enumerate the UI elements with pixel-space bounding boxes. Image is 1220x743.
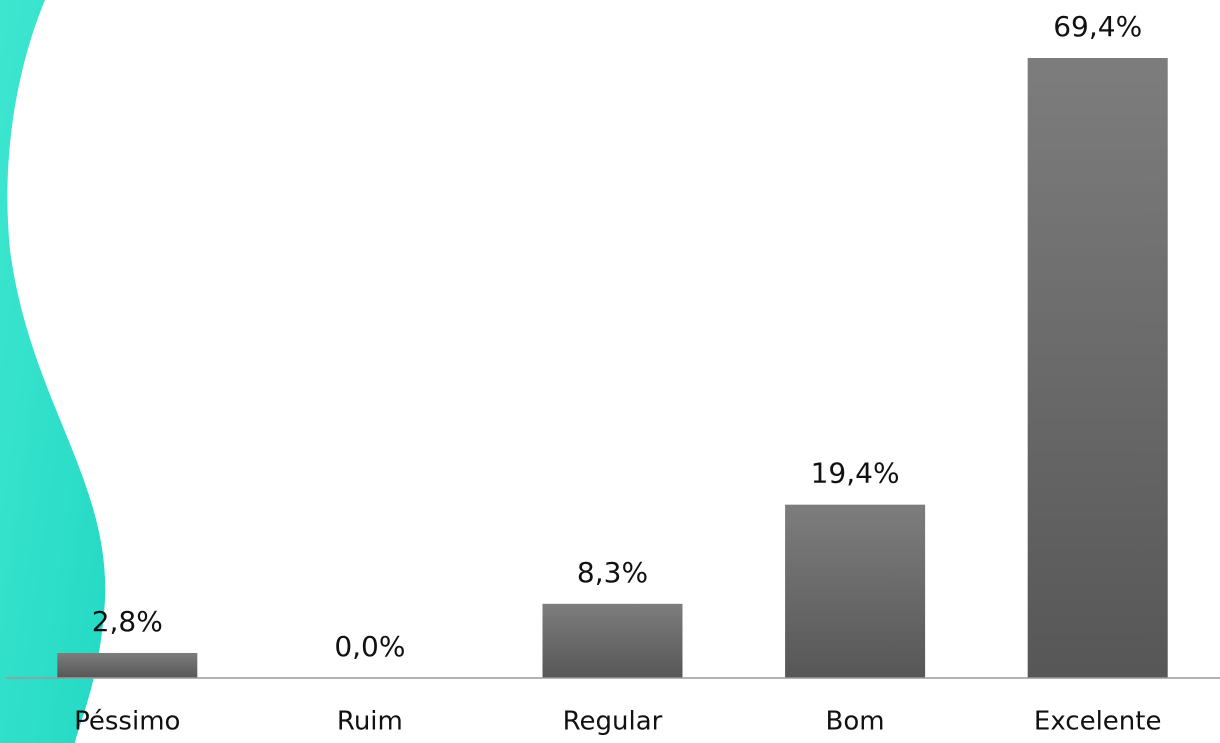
x-tick-label: Ruim	[337, 707, 403, 737]
data-label: 0,0%	[334, 630, 405, 663]
data-label: 8,3%	[577, 556, 648, 589]
decor-blob	[0, 0, 106, 743]
x-tick-label: Péssimo	[74, 707, 180, 737]
data-label: 19,4%	[811, 457, 900, 490]
plot: 2,8% Péssimo 0,0% Ruim 8,3% Regular 19,4% Bom 69…	[57, 10, 1168, 737]
x-tick-label: Bom	[826, 707, 885, 737]
bar-shade	[542, 603, 683, 678]
data-label: 69,4%	[1053, 10, 1142, 43]
bar-shade	[785, 504, 926, 678]
bar-shade	[57, 652, 198, 678]
x-tick-label: Regular	[563, 707, 663, 737]
bar-shade	[1027, 58, 1168, 678]
x-tick-label: Excelente	[1034, 707, 1162, 737]
data-label: 2,8%	[92, 605, 163, 638]
